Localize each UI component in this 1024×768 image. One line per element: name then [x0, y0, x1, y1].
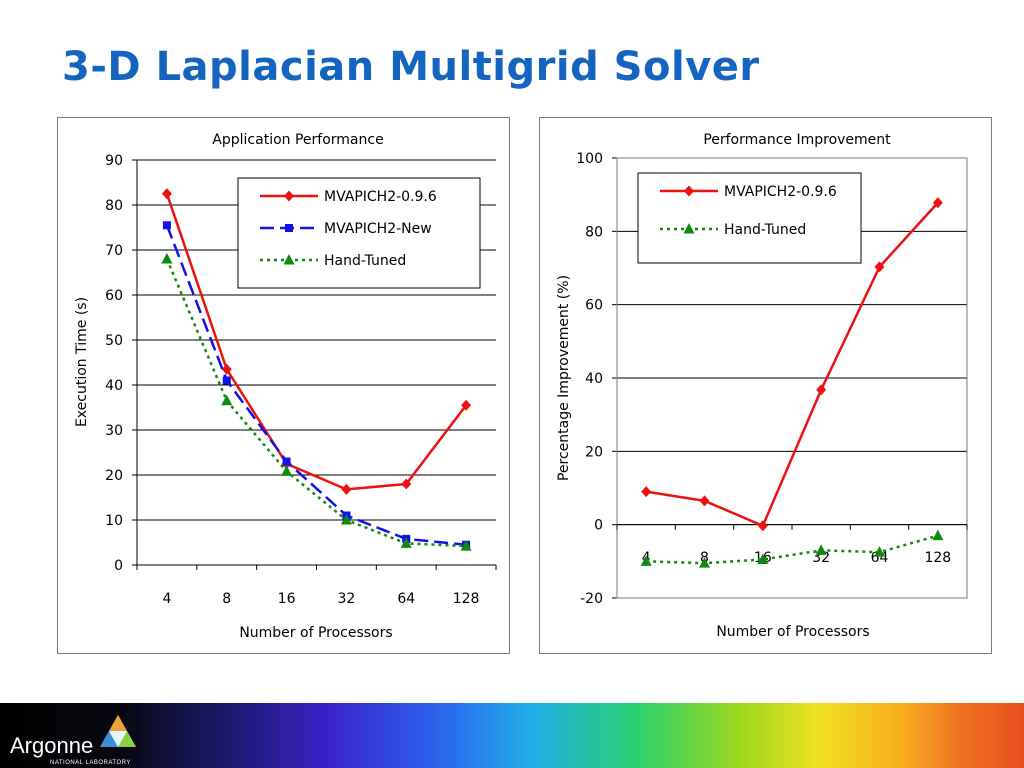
y-tick-label: 70 [105, 243, 123, 259]
x-tick-label: 16 [278, 591, 296, 607]
data-point [340, 514, 352, 525]
legend-label: Hand-Tuned [324, 253, 406, 269]
y-tick-label: 20 [105, 468, 123, 484]
data-point [460, 540, 472, 551]
data-point [161, 188, 172, 200]
y-tick-label: 60 [585, 298, 603, 314]
x-tick-label: 128 [453, 591, 480, 607]
data-point [932, 197, 943, 209]
legend-marker [285, 224, 293, 232]
data-point [222, 376, 231, 385]
chart-title: Performance Improvement [703, 132, 891, 148]
slide-title: 3-D Laplacian Multigrid Solver [62, 44, 760, 90]
data-point [221, 363, 232, 375]
legend-label: MVAPICH2-0.9.6 [324, 189, 437, 205]
y-tick-label: 40 [585, 371, 603, 387]
data-point [640, 555, 652, 566]
y-axis-label: Percentage Improvement (%) [556, 275, 572, 481]
data-point [874, 546, 885, 557]
series-line [165, 193, 468, 491]
legend-box [637, 172, 862, 264]
data-point [816, 384, 827, 396]
argonne-triangle-icon [100, 715, 136, 747]
data-point [221, 394, 233, 406]
footer-bar: Argonne NATIONAL LABORATORY [0, 703, 1024, 768]
performance-improvement-plot: Performance Improvement-2002040608010048… [556, 132, 968, 640]
logo-subtext: NATIONAL LABORATORY [50, 760, 131, 766]
data-point [162, 221, 171, 230]
data-point [874, 261, 885, 273]
x-tick-label: 128 [924, 550, 951, 566]
legend-label: MVAPICH2-0.9.6 [724, 184, 837, 200]
data-point [400, 537, 412, 548]
y-tick-label: 20 [585, 444, 603, 460]
data-point [641, 486, 652, 498]
y-tick-label: 90 [105, 153, 123, 169]
data-point [281, 465, 293, 476]
performance-improvement-chart: Performance Improvement-2002040608010048… [539, 117, 992, 654]
series-line [165, 258, 467, 548]
data-point [282, 457, 291, 466]
x-tick-label: 64 [871, 550, 889, 566]
application-performance-plot: Application Performance 0 10 20 30 40 50 60 70 80… [74, 132, 497, 641]
legend-label: MVAPICH2-New [324, 221, 432, 237]
y-tick-label: 60 [105, 288, 123, 304]
legend-marker [283, 254, 295, 265]
data-point [757, 520, 768, 532]
series-hand-tuned [161, 253, 472, 551]
x-axis-label: Number of Processors [716, 624, 869, 640]
y-tick-label: 100 [576, 151, 603, 167]
series-line [646, 534, 939, 565]
legend-marker [684, 185, 694, 197]
series-line [645, 201, 939, 528]
data-point [699, 557, 710, 568]
data-point [341, 483, 352, 495]
legend-marker [683, 223, 695, 234]
legend: MVAPICH2-0.9.6 Hand-Tuned [637, 172, 862, 264]
application-performance-chart: Application Performance 0 10 20 30 40 50 60 70 80… [57, 117, 510, 654]
legend-label: Hand-Tuned [724, 222, 806, 238]
series-mvapich2-0-9-6 [641, 197, 943, 532]
y-tick-label: 50 [105, 333, 123, 349]
y-tick-label: -20 [580, 591, 603, 607]
y-tick-label: 80 [105, 198, 123, 214]
y-tick-label: 30 [105, 423, 123, 439]
data-point [161, 253, 173, 264]
y-tick-label: 40 [105, 378, 123, 394]
legend-marker [284, 190, 294, 202]
y-tick-label: 10 [105, 513, 123, 529]
data-point [401, 478, 412, 490]
chart-title: Application Performance [212, 132, 383, 148]
x-tick-label: 32 [338, 591, 356, 607]
x-axis-label: Number of Processors [239, 625, 392, 641]
series-line [165, 224, 467, 546]
x-tick-label: 64 [397, 591, 415, 607]
logo-text: Argonne [10, 733, 94, 758]
series-mvapich2-0-9-6 [161, 188, 472, 495]
plot-frame [616, 157, 968, 599]
data-point [815, 544, 827, 555]
x-tick-label: 4 [162, 591, 171, 607]
data-point [461, 399, 472, 411]
y-tick-label: 0 [594, 518, 603, 534]
series-hand-tuned [640, 529, 944, 568]
argonne-logo: Argonne NATIONAL LABORATORY [6, 713, 136, 766]
y-axis-label: Execution Time (s) [74, 297, 90, 427]
y-tick-label: 0 [114, 558, 123, 574]
data-point [757, 553, 769, 564]
legend: MVAPICH2-0.9.6 MVAPICH2-New Hand-Tuned [237, 177, 481, 289]
y-tick-label: 80 [585, 224, 603, 240]
x-tick-label: 8 [222, 591, 231, 607]
data-point [699, 495, 710, 507]
data-point [932, 529, 944, 541]
